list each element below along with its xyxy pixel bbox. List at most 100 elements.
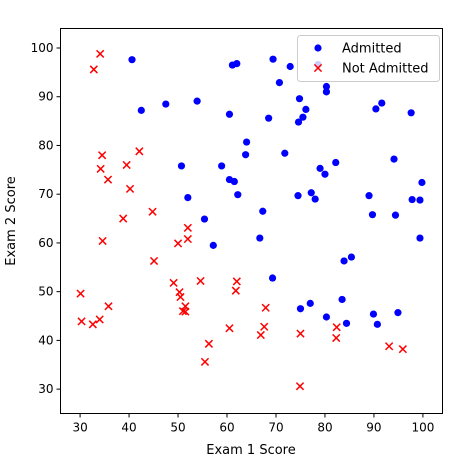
legend: Admitted Not Admitted	[297, 35, 440, 82]
not-admitted-point	[296, 329, 305, 338]
y-tick-label: 90	[38, 90, 53, 104]
admitted-point	[306, 299, 314, 307]
admitted-point	[342, 319, 351, 327]
legend-label: Not Admitted	[342, 62, 429, 77]
admitted-point	[368, 211, 377, 219]
legend-label: Admitted	[342, 42, 402, 57]
not-admitted-point	[204, 339, 214, 348]
not-admitted-point	[261, 303, 270, 312]
x-tick-label: 80	[317, 421, 332, 435]
not-admitted-point	[225, 324, 234, 333]
not-admitted-point	[183, 223, 192, 232]
not-admitted-point	[96, 164, 105, 173]
not-admitted-point	[95, 315, 104, 324]
not-admitted-point	[384, 342, 394, 351]
not-admitted-point	[295, 382, 305, 391]
not-admitted-point	[332, 333, 341, 343]
admitted-point	[275, 78, 284, 87]
admitted-point	[218, 162, 226, 170]
admitted-point	[286, 62, 294, 71]
admitted-point	[200, 215, 209, 223]
admitted-point	[311, 195, 319, 203]
admitted-point	[233, 59, 241, 68]
admitted-point	[256, 234, 264, 242]
admitted-point	[294, 118, 303, 126]
admitted-point	[347, 253, 356, 261]
not-admitted-point	[88, 320, 97, 329]
x-axis-label: Exam 1 Score	[206, 443, 295, 458]
admitted-point	[338, 295, 346, 304]
not-admitted-point	[178, 307, 188, 316]
plot-frame	[60, 28, 443, 414]
not-admitted-point	[183, 234, 192, 244]
not-admitted-point	[148, 207, 157, 216]
admitted-point	[322, 82, 331, 91]
not-admitted-point	[97, 151, 107, 160]
y-tick-label: 100	[31, 41, 54, 55]
admitted-point	[373, 320, 381, 328]
not-admitted-point	[169, 278, 178, 288]
admitted-point	[321, 170, 329, 178]
not-admitted-point	[89, 65, 98, 74]
admitted-point	[302, 105, 310, 113]
admitted-point	[265, 114, 273, 122]
not-admitted-point	[77, 317, 86, 326]
admitted-point	[332, 158, 340, 167]
admitted-point	[408, 195, 416, 204]
admitted-point	[184, 194, 192, 202]
admitted-point	[307, 189, 315, 197]
y-tick-label: 30	[38, 382, 53, 396]
admitted-point	[268, 274, 277, 282]
y-tick-label: 60	[38, 236, 53, 250]
not-admitted-point	[260, 322, 269, 331]
legend-marker-not-admitted	[313, 63, 323, 73]
admitted-point	[322, 313, 331, 321]
x-tick-label: 100	[411, 421, 434, 435]
x-tick-label: 40	[121, 421, 136, 435]
not-admitted-point	[181, 307, 190, 316]
x-tick-label: 50	[170, 421, 185, 435]
y-axis-label: Exam 2 Score	[4, 176, 19, 265]
x-tick-label: 60	[219, 421, 234, 435]
admitted-point	[407, 109, 415, 117]
not-admitted-point	[332, 323, 341, 332]
admitted-point	[365, 192, 373, 200]
x-tick-label: 30	[72, 421, 87, 435]
y-tick-label: 50	[38, 285, 53, 299]
admitted-point	[416, 196, 424, 204]
admitted-point	[316, 164, 324, 172]
admitted-point	[259, 207, 267, 215]
not-admitted-point	[104, 302, 113, 311]
not-admitted-point	[231, 286, 240, 295]
not-admitted-point	[98, 236, 107, 246]
not-admitted-point	[149, 256, 159, 266]
x-tick-label: 70	[268, 421, 283, 435]
x-tick-label: 90	[366, 421, 381, 435]
admitted-point	[295, 95, 304, 103]
admitted-point	[394, 309, 402, 317]
admitted-point	[369, 310, 378, 318]
admitted-point	[322, 88, 331, 96]
admitted-point	[209, 241, 217, 249]
not-admitted-point	[176, 292, 185, 302]
not-admitted-point	[173, 239, 183, 248]
admitted-point	[177, 162, 186, 170]
admitted-point	[193, 97, 201, 105]
legend-frame	[297, 35, 440, 82]
not-admitted-point	[122, 160, 131, 170]
admitted-point	[242, 151, 250, 159]
not-admitted-point	[76, 289, 85, 298]
not-admitted-point	[125, 184, 135, 193]
admitted-point	[296, 305, 305, 313]
admitted-point	[391, 211, 400, 219]
x-axis: 30 40 50 60 70 80 90 100	[72, 413, 434, 435]
admitted-point	[416, 234, 424, 242]
admitted-point	[137, 106, 145, 114]
points-layer	[76, 49, 426, 391]
not-admitted-point	[232, 277, 241, 286]
legend-marker-admitted	[314, 44, 322, 52]
admitted-point	[340, 257, 348, 265]
admitted-point	[269, 55, 277, 63]
not-admitted-point	[135, 147, 144, 156]
